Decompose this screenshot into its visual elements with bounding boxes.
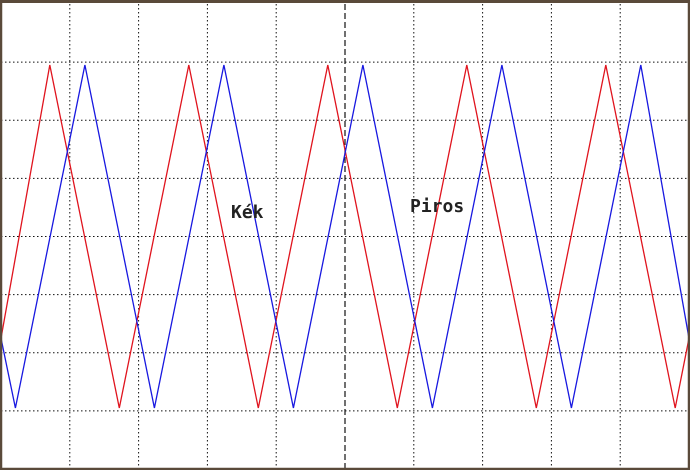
series-blue-triangle-wave (0, 64, 690, 409)
waveforms (0, 64, 690, 409)
label-kek: Kék (231, 202, 264, 223)
series-red-triangle-wave (0, 64, 690, 409)
label-piros: Piros (410, 196, 464, 217)
grid (1, 4, 689, 469)
